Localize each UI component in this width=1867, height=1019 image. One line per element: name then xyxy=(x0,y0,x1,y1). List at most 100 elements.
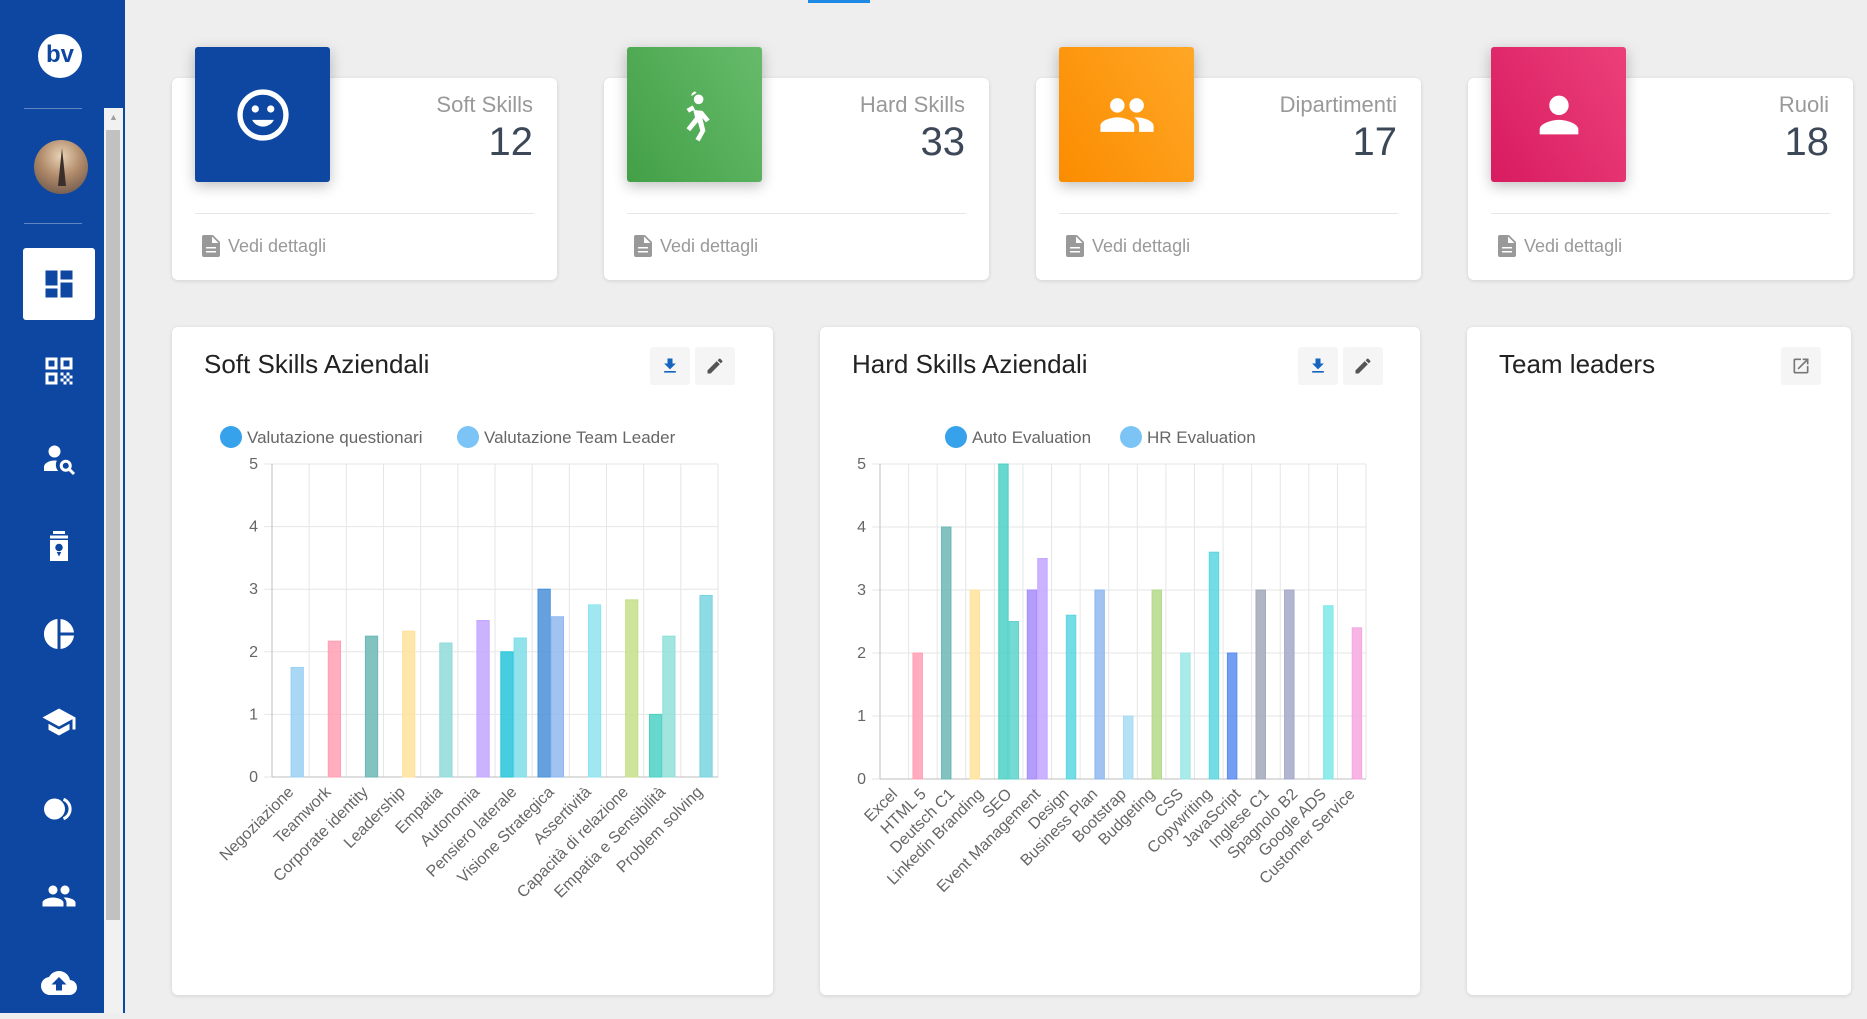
bar xyxy=(476,620,490,778)
nav-toggle[interactable] xyxy=(23,773,95,845)
stat-label: Soft Skills xyxy=(436,92,533,117)
stat-value: 18 xyxy=(1784,120,1830,164)
details-link[interactable]: Vedi dettagli xyxy=(634,235,758,257)
stat-icon-box xyxy=(1491,47,1626,182)
bar xyxy=(1123,715,1134,780)
nav-dashboard[interactable] xyxy=(23,248,95,320)
bar xyxy=(1226,652,1238,780)
user-search-icon xyxy=(44,445,76,476)
soft-skills-panel: Soft Skills Aziendali Valutazione questi… xyxy=(172,327,773,995)
legend-label: Valutazione questionari xyxy=(247,428,422,447)
legend-label: HR Evaluation xyxy=(1147,428,1256,447)
details-link[interactable]: Vedi dettagli xyxy=(1498,235,1622,257)
download-button[interactable] xyxy=(650,347,690,385)
legend-swatch xyxy=(457,426,479,448)
open-external-button[interactable] xyxy=(1781,347,1821,385)
stat-card-hard-skills: Hard Skills 33 Vedi dettagli xyxy=(604,47,989,280)
nav-school[interactable] xyxy=(23,686,95,758)
nav-cloud-upload[interactable] xyxy=(23,947,95,1019)
bar xyxy=(699,594,713,778)
edit-button[interactable] xyxy=(695,347,735,385)
cloud-upload-icon xyxy=(41,971,77,995)
user-avatar[interactable] xyxy=(34,140,88,194)
bar xyxy=(1151,589,1163,780)
scroll-thumb[interactable] xyxy=(106,130,120,920)
y-tick-label: 1 xyxy=(249,706,258,723)
stat-divider xyxy=(627,213,966,214)
bar xyxy=(1094,589,1105,780)
nav-user-search[interactable] xyxy=(23,423,95,495)
details-link-label: Vedi dettagli xyxy=(660,235,759,256)
bar xyxy=(969,589,981,780)
download-icon xyxy=(1312,358,1324,373)
open-external-icon xyxy=(1793,358,1809,374)
nav-group[interactable] xyxy=(23,860,95,932)
stat-divider xyxy=(1491,213,1830,214)
y-tick-label: 2 xyxy=(249,644,258,661)
athlete-icon xyxy=(686,90,710,141)
toggle-icon xyxy=(44,797,72,821)
y-tick-label: 2 xyxy=(857,645,866,662)
document-icon xyxy=(634,235,652,257)
stat-divider xyxy=(1059,213,1398,214)
nav-badge[interactable] xyxy=(23,510,95,582)
details-link[interactable]: Vedi dettagli xyxy=(202,235,326,257)
legend-swatch xyxy=(945,426,967,448)
scroll-up-arrow-icon[interactable]: ▲ xyxy=(109,112,118,122)
top-progress-indicator xyxy=(808,0,870,3)
sidebar-divider xyxy=(24,223,82,224)
bar xyxy=(1008,621,1020,780)
y-tick-label: 5 xyxy=(857,456,866,473)
bar xyxy=(1351,627,1363,780)
y-tick-label: 4 xyxy=(249,519,258,536)
stat-icon-box xyxy=(195,47,330,182)
bar xyxy=(625,599,639,778)
person-icon xyxy=(1539,95,1578,134)
stat-divider xyxy=(195,213,534,214)
stat-value: 17 xyxy=(1352,120,1398,164)
app-logo[interactable]: bv xyxy=(38,34,82,78)
stat-card-departments: Dipartimenti 17 Vedi dettagli xyxy=(1036,47,1421,280)
y-tick-label: 5 xyxy=(249,456,258,473)
stat-card-roles: Ruoli 18 Vedi dettagli xyxy=(1468,47,1853,280)
details-link-label: Vedi dettagli xyxy=(228,235,327,256)
pie-chart-icon xyxy=(44,619,74,649)
bar xyxy=(1284,589,1295,780)
edit-button[interactable] xyxy=(1343,347,1383,385)
bar xyxy=(290,666,304,778)
sidebar-scrollbar[interactable]: ▲ xyxy=(104,108,123,1013)
bar xyxy=(439,642,453,778)
nav-qr-code[interactable] xyxy=(23,335,95,407)
soft-skills-chart: Valutazione questionari Valutazione Team … xyxy=(217,426,719,901)
edit-icon xyxy=(707,358,723,374)
document-icon xyxy=(1498,235,1516,257)
bar xyxy=(1180,652,1191,780)
bar xyxy=(1037,558,1048,780)
bar xyxy=(662,635,676,778)
legend-swatch xyxy=(1120,426,1142,448)
y-tick-label: 0 xyxy=(249,769,258,786)
stat-icon-box xyxy=(1059,47,1194,182)
group-icon xyxy=(42,885,76,907)
y-tick-label: 3 xyxy=(249,581,258,598)
y-tick-label: 1 xyxy=(857,708,866,725)
details-link[interactable]: Vedi dettagli xyxy=(1066,235,1190,257)
stat-value: 12 xyxy=(488,120,534,164)
y-tick-label: 3 xyxy=(857,582,866,599)
bar xyxy=(537,588,551,778)
y-tick-label: 4 xyxy=(857,519,866,536)
stat-label: Dipartimenti xyxy=(1279,92,1397,117)
bar xyxy=(402,630,416,778)
bar xyxy=(912,652,923,780)
hard-skills-panel: Hard Skills Aziendali Auto Evaluation HR … xyxy=(820,327,1420,995)
qr-code-icon xyxy=(45,357,73,385)
details-link-label: Vedi dettagli xyxy=(1524,235,1623,256)
school-icon xyxy=(42,708,76,736)
stat-value: 33 xyxy=(920,120,966,164)
panel-title: Hard Skills Aziendali xyxy=(852,349,1088,379)
bar xyxy=(998,463,1009,780)
bar xyxy=(587,604,602,778)
nav-pie-chart[interactable] xyxy=(23,598,95,670)
download-button[interactable] xyxy=(1298,347,1338,385)
bar xyxy=(1255,589,1266,780)
